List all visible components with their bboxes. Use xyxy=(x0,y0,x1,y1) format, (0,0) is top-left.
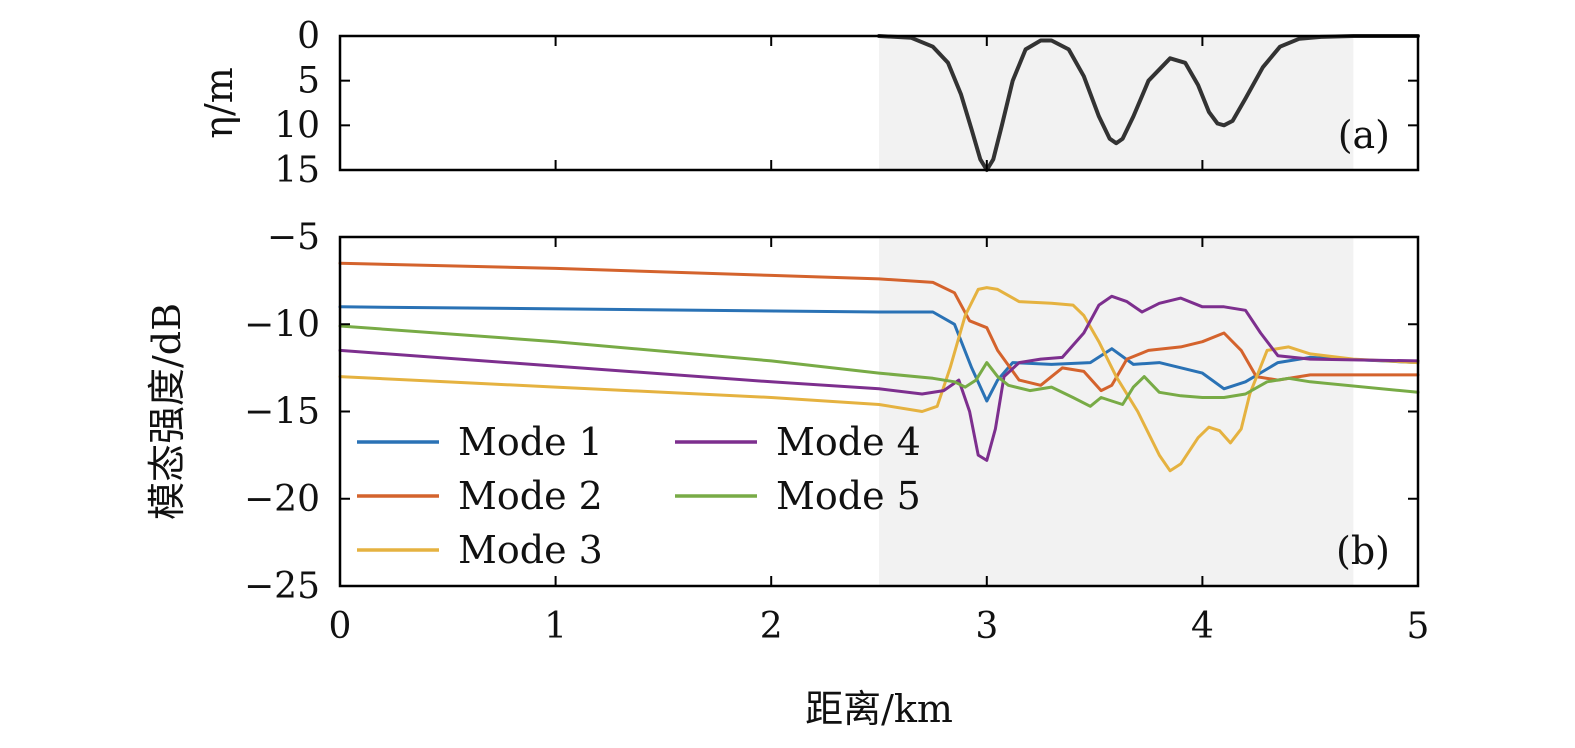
panel-a-y-tick-label: 10 xyxy=(274,105,320,146)
x-axis-title: 距离/km xyxy=(805,687,953,731)
x-tick-label: 2 xyxy=(760,606,783,647)
panel-b-y-tick-label: −5 xyxy=(267,217,320,258)
legend-label-mode-3: Mode 3 xyxy=(458,528,603,572)
panel-b-y-tick-label: −25 xyxy=(244,566,320,607)
panel-a-y-tick-label: 0 xyxy=(297,16,320,57)
panel-a-series-0-line xyxy=(877,34,1420,172)
panel-b-y-tick-label: −20 xyxy=(244,479,320,520)
panel-b-mode-4-line xyxy=(338,294,1420,462)
panel-b-y-tick-label: −10 xyxy=(244,304,320,345)
panel-a-y-tick-label: 15 xyxy=(274,150,320,191)
panel-a-label: (a) xyxy=(1338,113,1390,157)
panel-b-mode-5-line xyxy=(338,324,1420,408)
panel-b-mode-1-line xyxy=(338,305,1420,403)
panel-b-y-axis-title: 模态强度/dB xyxy=(145,303,189,520)
x-tick-label: 0 xyxy=(329,606,352,647)
x-tick-label: 5 xyxy=(1407,606,1430,647)
legend-label-mode-1: Mode 1 xyxy=(458,420,603,464)
panel-a-shaded-region xyxy=(879,36,1354,170)
panel-b-shaded-region xyxy=(879,237,1354,586)
x-tick-label: 3 xyxy=(975,606,998,647)
x-tick-label: 1 xyxy=(544,606,567,647)
panel-b-label: (b) xyxy=(1336,529,1390,573)
legend-label-mode-2: Mode 2 xyxy=(458,474,603,518)
panel-b-y-tick-label: −15 xyxy=(244,392,320,433)
legend-label-mode-5: Mode 5 xyxy=(776,474,921,518)
panel-a-frame xyxy=(338,34,1420,172)
panel-b-mode-2-line xyxy=(338,261,1420,393)
x-tick-label: 4 xyxy=(1191,606,1214,647)
legend-label-mode-4: Mode 4 xyxy=(776,420,921,464)
panel-b-mode-3-line xyxy=(338,286,1420,473)
panel-a-y-tick-label: 5 xyxy=(297,61,320,102)
panel-a-y-axis-title: η/m xyxy=(197,67,241,139)
